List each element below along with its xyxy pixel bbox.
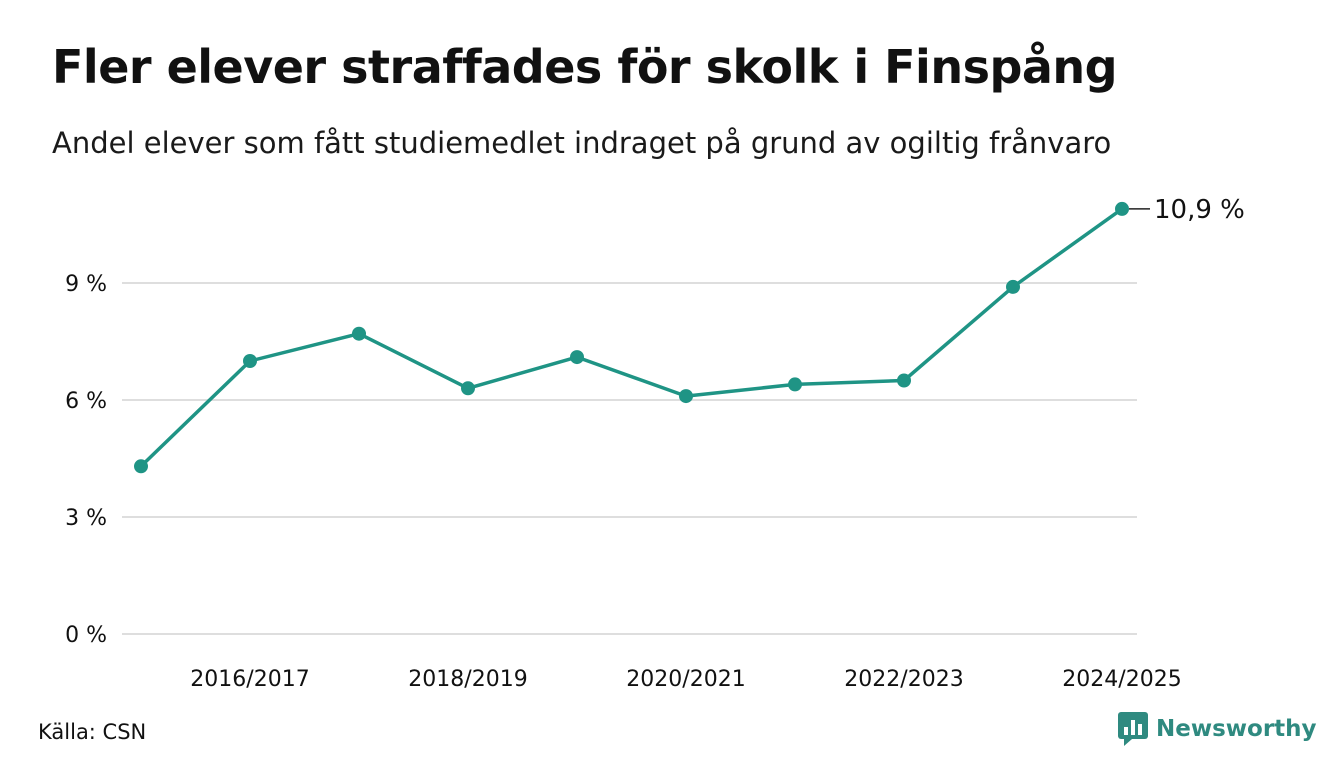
newsworthy-logo-icon <box>1118 712 1148 746</box>
x-tick-label: 2024/2025 <box>1062 667 1181 692</box>
y-tick-label: 6 % <box>65 389 107 414</box>
series-line-group <box>139 207 1124 469</box>
data-point <box>352 326 366 341</box>
y-tick-label: 3 % <box>65 506 107 531</box>
data-point <box>134 459 148 474</box>
y-axis-tick-labels: 0 % 3 % 6 % 9 % <box>65 272 107 648</box>
series-line <box>139 207 1124 469</box>
data-point <box>679 389 693 404</box>
x-tick-label: 2020/2021 <box>626 667 745 692</box>
y-tick-label: 9 % <box>65 272 107 297</box>
data-point <box>897 373 911 388</box>
x-tick-label: 2016/2017 <box>190 667 309 692</box>
data-point <box>461 381 475 396</box>
x-tick-label: 2018/2019 <box>408 667 527 692</box>
data-point <box>243 354 257 368</box>
end-value-label: 10,9 % <box>1154 195 1245 225</box>
data-point <box>1006 279 1020 294</box>
brand-logo: Newsworthy <box>1118 712 1317 746</box>
x-axis-tick-labels: 2016/2017 2018/2019 2020/2021 2022/2023 2024… <box>190 667 1181 692</box>
series-points <box>134 201 1129 474</box>
y-tick-label: 0 % <box>65 623 107 648</box>
data-point <box>788 377 802 392</box>
source-note: Källa: CSN <box>38 720 147 744</box>
data-point <box>570 350 584 365</box>
chart-title: Fler elever straffades för skolk i Finsp… <box>52 40 1118 94</box>
grid-lines <box>122 282 1137 635</box>
end-label-group: 10,9 % <box>1129 195 1245 225</box>
x-tick-label: 2022/2023 <box>844 667 963 692</box>
chart-subtitle: Andel elever som fått studiemedlet indra… <box>52 126 1112 160</box>
data-point <box>1115 201 1129 216</box>
brand-name: Newsworthy <box>1156 716 1317 742</box>
